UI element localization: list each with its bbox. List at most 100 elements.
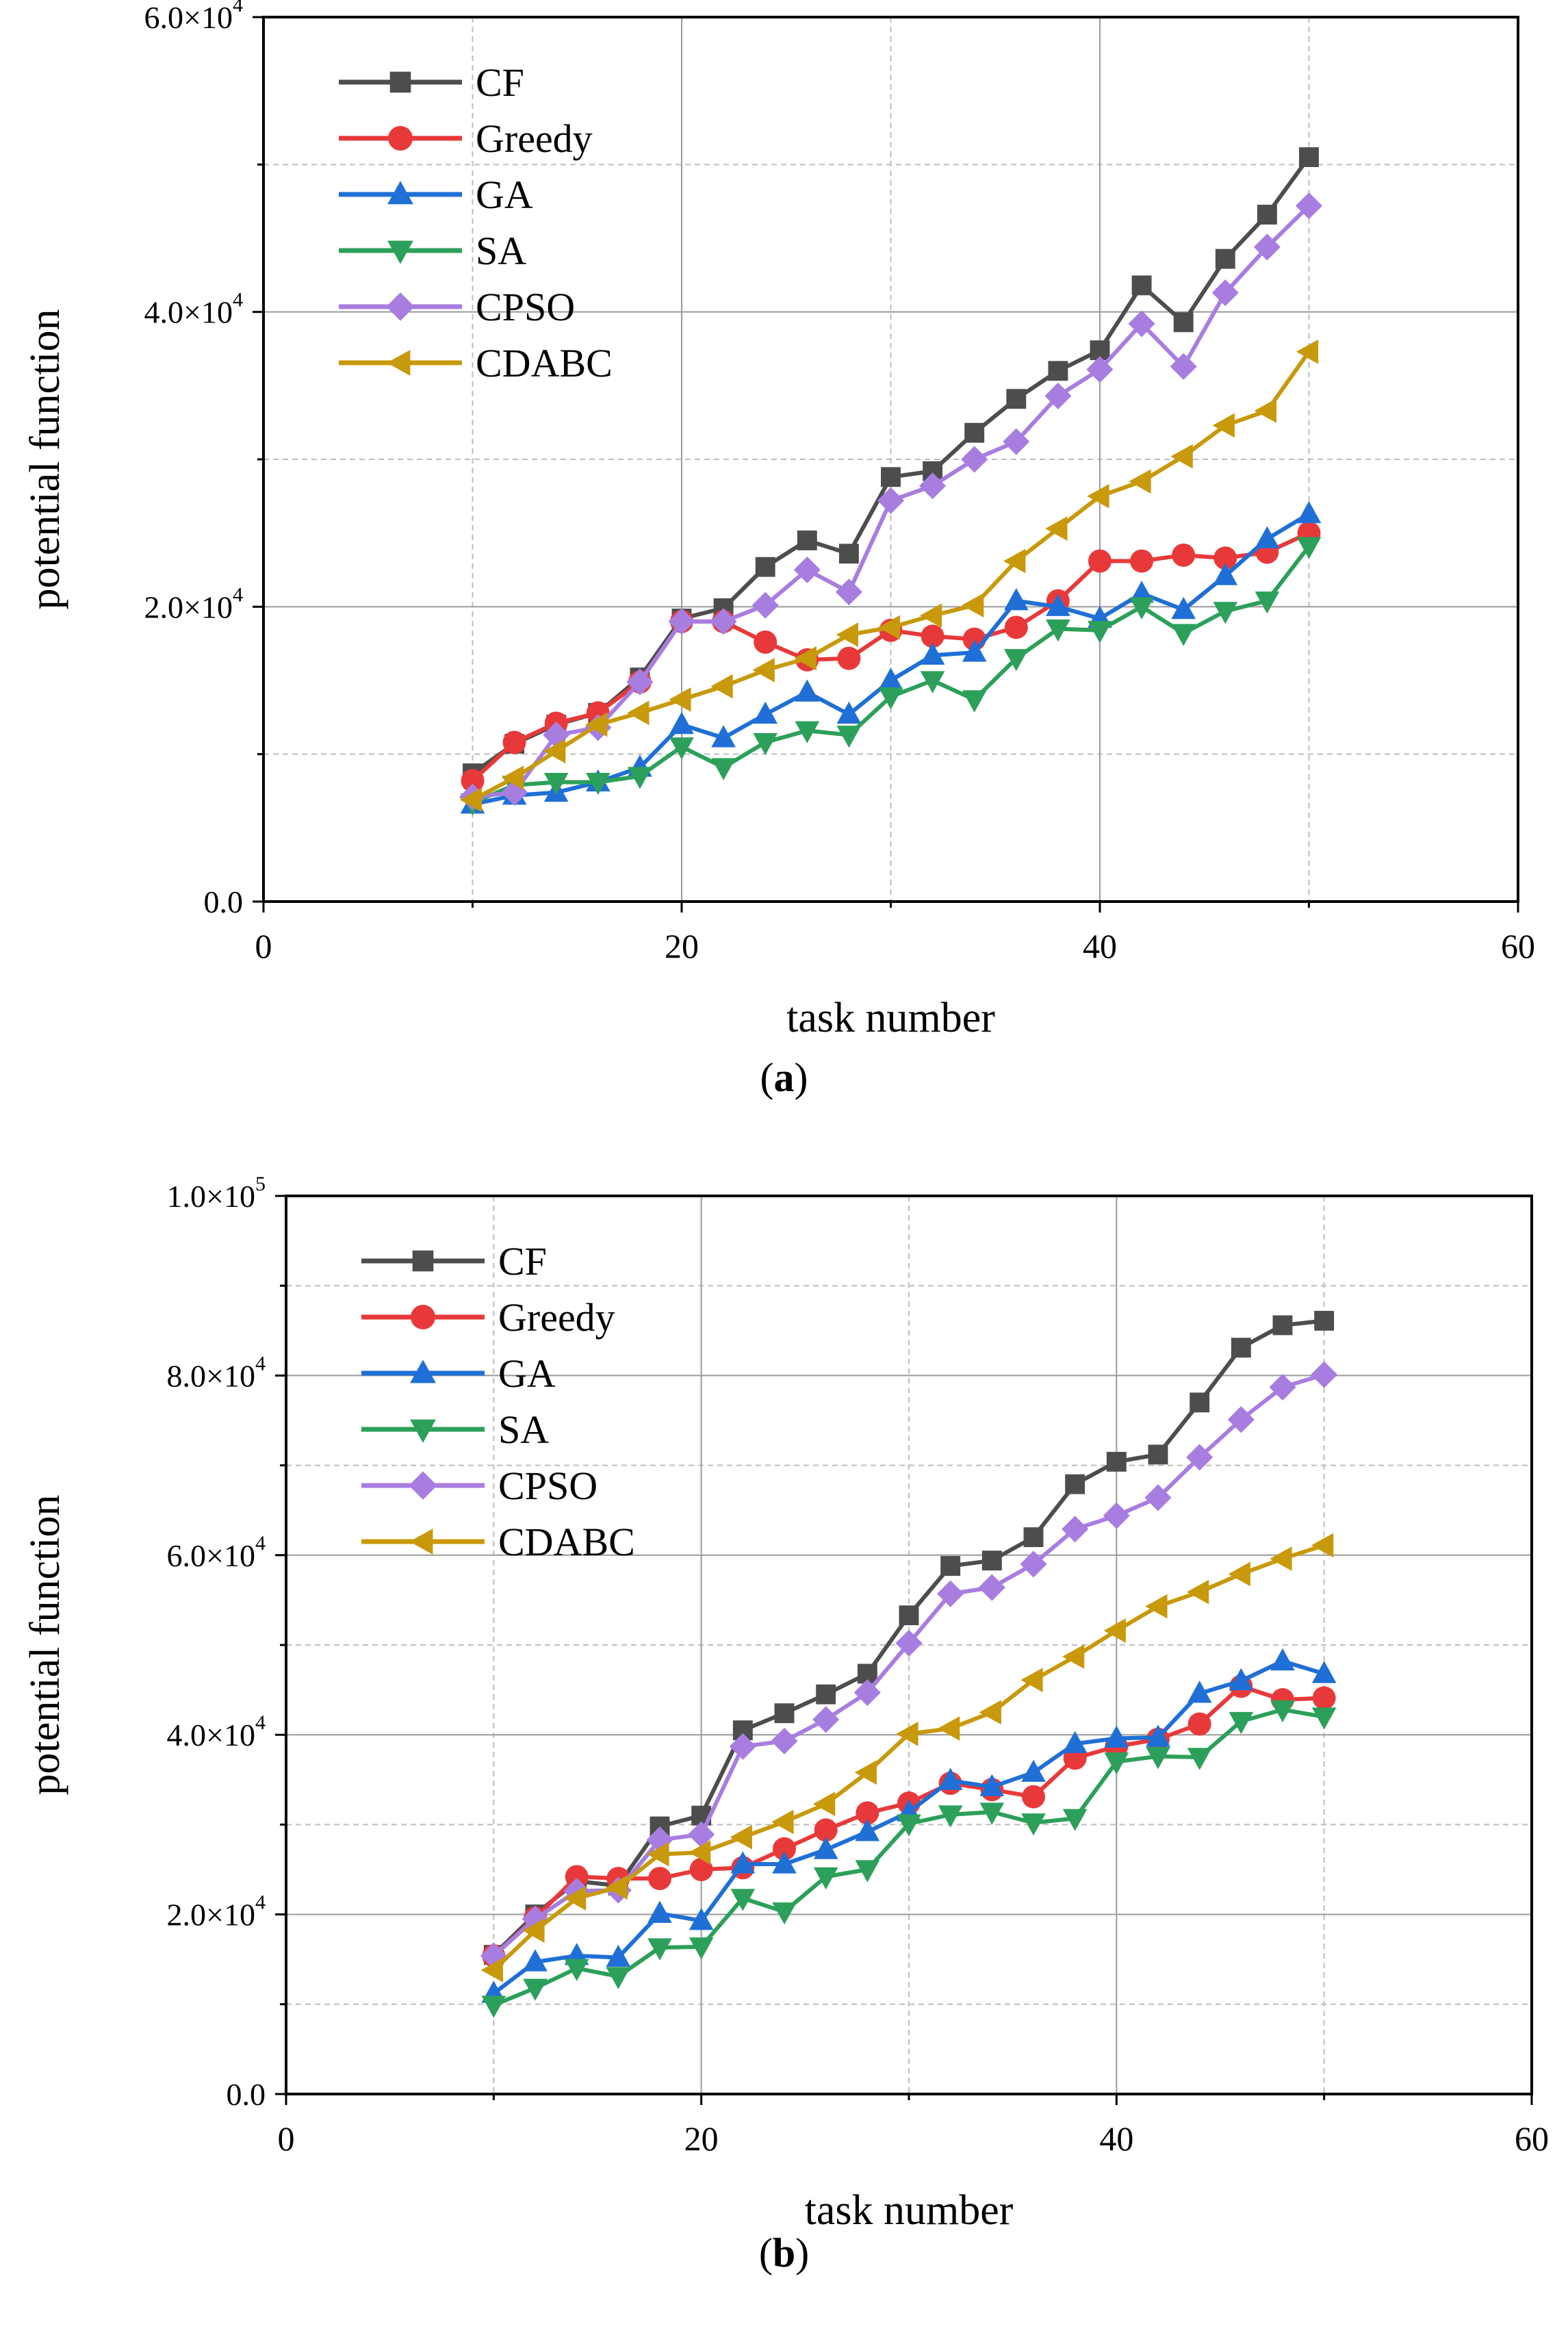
data-point <box>1311 1361 1338 1388</box>
data-point <box>1106 1451 1127 1472</box>
x-tick-label: 60 <box>1501 927 1535 965</box>
data-point <box>1129 469 1151 494</box>
y-tick-mantissa: 0.0 <box>227 2077 266 2112</box>
line-chart-b: 0 20 40 600.02.0×1044.0×1046.0×1048.0×1041.… <box>22 1173 1549 2234</box>
legend-label: SA <box>476 229 526 273</box>
data-point <box>502 730 526 754</box>
axis-ticks-b <box>275 1195 1533 2105</box>
data-point <box>648 1867 671 1891</box>
data-point <box>1003 588 1029 611</box>
data-point <box>1129 597 1154 620</box>
data-point <box>480 1958 503 1982</box>
data-point <box>978 1574 1005 1601</box>
grid-a <box>264 17 1518 902</box>
legend-swatch-marker <box>389 71 411 93</box>
data-point <box>1062 1731 1088 1753</box>
data-point <box>585 712 608 737</box>
legend-swatch-marker <box>412 1250 434 1272</box>
data-point <box>1087 483 1109 509</box>
legend-item-ga: GA <box>361 1351 556 1396</box>
data-point <box>1130 549 1154 573</box>
legend-item-ga: GA <box>339 173 533 217</box>
legend-item-greedy: Greedy <box>339 116 593 161</box>
data-point <box>1104 1725 1129 1748</box>
data-point <box>836 701 862 724</box>
legend-item-cf: CF <box>361 1239 547 1284</box>
data-point <box>751 591 779 619</box>
data-point <box>921 624 944 648</box>
data-point <box>1065 1474 1085 1494</box>
data-point <box>1213 546 1237 570</box>
data-point <box>1088 621 1112 643</box>
x-tick-label: 0 <box>278 2119 295 2158</box>
caption-letter-a: a <box>773 1055 795 1100</box>
chart-panel-b: 0 20 40 60 0.0 2.0×104 4.0×104 6.0×104 8.0×104 1.… <box>0 1167 1568 2335</box>
series-greedy <box>461 521 1321 793</box>
data-point <box>771 1727 798 1755</box>
data-point <box>543 772 569 795</box>
series-sa <box>460 537 1322 816</box>
data-point <box>773 1837 796 1861</box>
y-tick-exponent: 4 <box>255 1532 266 1555</box>
data-point <box>1212 413 1235 438</box>
data-point <box>813 1867 838 1890</box>
legend-swatch-marker <box>410 1419 436 1443</box>
data-point <box>1128 310 1155 337</box>
data-point <box>979 1700 1001 1725</box>
data-point <box>1020 1551 1047 1578</box>
data-point <box>543 739 566 764</box>
data-point <box>1253 233 1281 261</box>
data-point <box>919 472 947 500</box>
data-point <box>1046 594 1070 616</box>
data-point <box>938 1805 963 1828</box>
legend-swatch-marker <box>387 240 413 264</box>
data-point <box>1171 624 1196 646</box>
y-axis-title: potential function <box>22 1494 68 1795</box>
data-point <box>730 1851 756 1874</box>
data-point <box>522 1918 545 1943</box>
data-point <box>1186 1579 1209 1605</box>
data-point <box>1213 563 1238 585</box>
x-tick-label: 40 <box>1099 2119 1133 2158</box>
data-point <box>1003 649 1029 672</box>
data-point <box>835 578 862 606</box>
data-point <box>689 1937 714 1960</box>
data-point <box>896 1722 918 1746</box>
data-point <box>1129 580 1154 603</box>
legend-label: CDABC <box>498 1520 635 1564</box>
data-point <box>1254 398 1276 423</box>
data-point <box>730 1889 756 1911</box>
data-point <box>920 642 945 665</box>
data-point <box>461 769 485 793</box>
legend-a: CF Greedy GA SA CPSO CDABC <box>339 60 613 385</box>
y-tick-label: 4.0×104 <box>144 289 243 330</box>
data-point <box>626 668 654 696</box>
data-point <box>1148 1444 1168 1465</box>
y-tick-label: 6.0×104 <box>144 0 243 35</box>
data-point <box>836 726 862 748</box>
data-point <box>1311 1533 1334 1558</box>
y-tick-exponent: 4 <box>233 583 243 606</box>
legend-item-cf: CF <box>339 60 524 105</box>
legend-label: GA <box>498 1351 556 1396</box>
data-point <box>564 1958 589 1982</box>
legend-swatch-marker <box>410 1360 436 1383</box>
data-point <box>669 687 691 712</box>
data-point <box>981 1551 1002 1571</box>
data-point <box>772 1851 797 1874</box>
data-point <box>1062 1516 1089 1543</box>
data-point <box>812 1791 836 1817</box>
x-tick-label: 20 <box>665 927 699 965</box>
data-point <box>1006 389 1027 409</box>
data-point <box>794 646 817 671</box>
data-point <box>628 767 652 789</box>
data-point <box>1215 248 1235 269</box>
y-tick-exponent: 4 <box>255 1352 266 1375</box>
data-point <box>1187 1712 1211 1736</box>
data-point <box>878 667 903 690</box>
legend-label: Greedy <box>498 1295 615 1340</box>
data-point <box>1021 1813 1046 1836</box>
data-point <box>647 1938 672 1961</box>
legend-swatch-marker <box>388 126 413 151</box>
y-tick-label: 1.0×105 <box>167 1173 266 1214</box>
